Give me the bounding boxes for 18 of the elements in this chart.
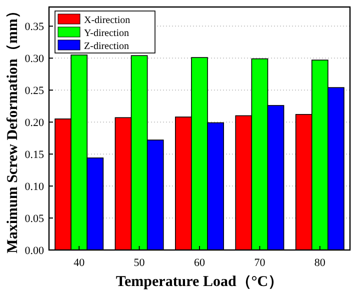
y-tick-label: 0.35 bbox=[24, 21, 44, 34]
legend-label: X-direction bbox=[84, 15, 130, 26]
y-tick-label: 0.20 bbox=[24, 117, 44, 130]
x-tick-label: 40 bbox=[74, 257, 86, 269]
y-tick-label: 0.05 bbox=[24, 213, 44, 226]
y-tick-label: 0.30 bbox=[24, 53, 44, 66]
y-tick-label: 0.25 bbox=[24, 85, 44, 98]
x-tick-label: 80 bbox=[314, 257, 326, 269]
x-axis-title: Temperature Load（°C） bbox=[116, 274, 284, 290]
x-tick-label: 70 bbox=[254, 257, 266, 269]
legend-label: Y-direction bbox=[84, 28, 129, 39]
y-axis-title: Maximum Screw Deformation（mm） bbox=[5, 4, 21, 254]
y-tick-label: 0.00 bbox=[24, 245, 44, 257]
x-tick-label: 50 bbox=[134, 257, 146, 269]
y-tick-label: 0.10 bbox=[24, 181, 44, 194]
y-tick-label: 0.15 bbox=[24, 149, 44, 162]
legend-label: Z-direction bbox=[84, 41, 129, 52]
x-tick-label: 60 bbox=[194, 257, 206, 269]
